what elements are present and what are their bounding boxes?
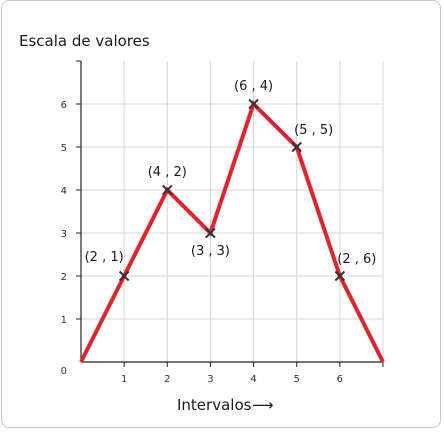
origin-label: 0 bbox=[61, 366, 67, 377]
data-point-marker bbox=[205, 227, 216, 239]
y-tick-label: 3 bbox=[61, 229, 67, 240]
data-point-label: (2 , 6) bbox=[337, 252, 376, 267]
data-point-label: (5 , 5) bbox=[294, 123, 333, 138]
x-tick-label: 4 bbox=[250, 374, 256, 385]
x-axis-label: Intervalos bbox=[177, 396, 252, 414]
data-point-label: (3 , 3) bbox=[191, 244, 230, 259]
y-tick-label: 1 bbox=[61, 315, 67, 326]
y-tick-label: 2 bbox=[61, 272, 67, 283]
data-point-label: (4 , 2) bbox=[148, 165, 187, 180]
y-axis-label: Escala de valores bbox=[19, 32, 150, 50]
y-tick-label: 6 bbox=[61, 100, 67, 111]
y-tick-label: 4 bbox=[61, 186, 67, 197]
axes bbox=[76, 60, 384, 367]
data-point-marker bbox=[162, 184, 173, 196]
data-point-marker bbox=[248, 98, 259, 110]
series bbox=[79, 98, 385, 363]
point-labels: (2 , 1) (4 , 2) (3 , 3) (6 , 4) (5 , 5) (2 , … bbox=[85, 79, 377, 267]
data-point-label: (2 , 1) bbox=[85, 250, 124, 265]
series-line bbox=[79, 100, 385, 363]
x-tick-label: 6 bbox=[337, 374, 343, 385]
grid bbox=[81, 61, 384, 362]
tick-labels: 1 2 3 4 5 6 1 2 3 4 5 6 0 bbox=[61, 100, 343, 385]
marker-stroke bbox=[118, 270, 130, 282]
data-point-marker bbox=[118, 270, 130, 282]
x-tick-label: 5 bbox=[294, 374, 300, 385]
x-tick-label: 3 bbox=[207, 374, 213, 385]
x-tick-label: 2 bbox=[164, 374, 170, 385]
x-tick-label: 1 bbox=[121, 374, 127, 385]
data-point-marker bbox=[334, 270, 346, 282]
marker-stroke bbox=[291, 141, 302, 153]
data-point-marker bbox=[291, 141, 302, 153]
marker-stroke bbox=[248, 98, 259, 110]
marker-stroke bbox=[334, 270, 346, 282]
x-axis-arrow: ⟶ bbox=[252, 396, 274, 414]
data-point-label: (6 , 4) bbox=[234, 79, 273, 94]
marker-stroke bbox=[205, 227, 216, 239]
y-tick-label: 5 bbox=[61, 143, 67, 154]
marker-stroke bbox=[162, 184, 173, 196]
